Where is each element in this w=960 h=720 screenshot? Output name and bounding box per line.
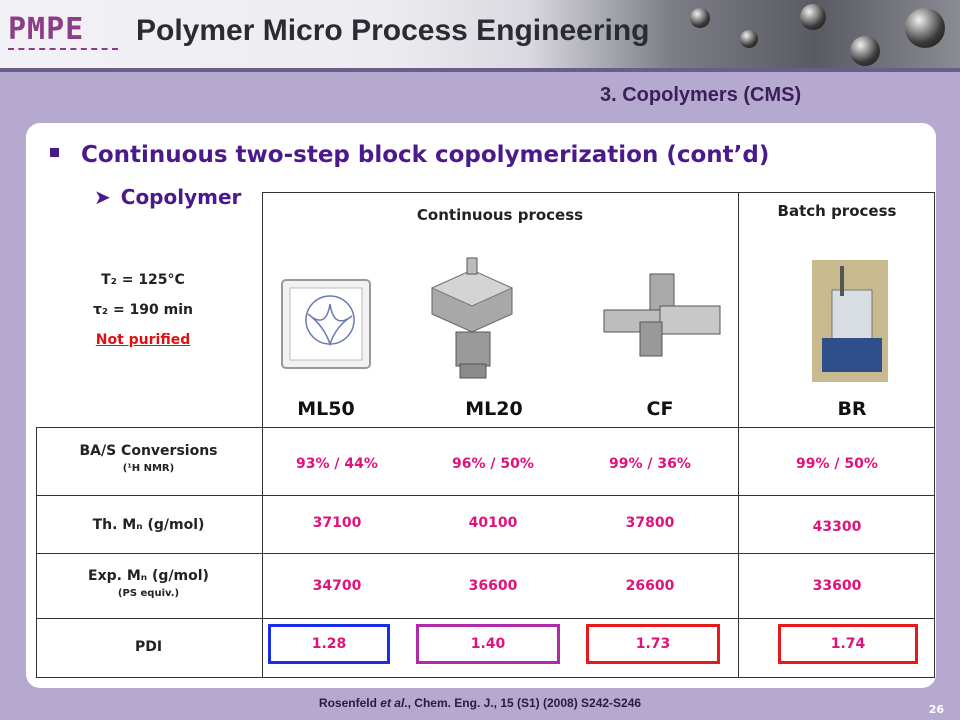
continuous-process-header: Continuous process xyxy=(416,206,584,224)
reactor-label-cf: CF xyxy=(646,398,674,420)
table-line xyxy=(738,192,739,677)
logo-underline xyxy=(8,40,118,50)
section-title: 3. Copolymers (CMS) xyxy=(600,84,802,106)
table-line xyxy=(36,553,935,554)
cf-reactor-image xyxy=(603,273,721,357)
square-bullet-icon xyxy=(50,148,59,157)
pmpe-logo: PMPE xyxy=(8,12,85,47)
row-label-exp-mn: Exp. Mₙ (g/mol) (PS equiv.) xyxy=(88,568,209,599)
pdi-box-ml50: 1.28 xyxy=(268,624,390,664)
table-line xyxy=(36,495,935,496)
value-cell: 96% / 50% xyxy=(452,456,534,472)
table-line xyxy=(36,427,37,677)
slide-subheading: ➤ Copolymer xyxy=(94,185,242,209)
br-reactor-image xyxy=(812,260,888,382)
header-banner: PMPE Polymer Micro Process Engineering xyxy=(0,0,960,68)
droplet-decoration-image xyxy=(650,0,960,68)
pdi-box-cf: 1.73 xyxy=(586,624,720,664)
arrow-bullet-icon: ➤ xyxy=(94,185,111,209)
value-cell: 99% / 50% xyxy=(796,456,878,472)
pdi-box-br: 1.74 xyxy=(778,624,918,664)
value-cell: 99% / 36% xyxy=(609,456,691,472)
table-line xyxy=(36,427,935,428)
value-cell: 26600 xyxy=(625,578,675,594)
slide-heading: Continuous two-step block copolymerizati… xyxy=(50,142,769,168)
row-label-conversions: BA/S Conversions (¹H NMR) xyxy=(79,443,218,474)
ml50-reactor-image xyxy=(281,279,371,369)
table-line xyxy=(36,618,935,619)
page-number: 26 xyxy=(928,703,944,716)
table-line xyxy=(263,192,935,193)
table-line xyxy=(934,192,935,677)
banner-title: Polymer Micro Process Engineering xyxy=(136,14,650,47)
banner-rule xyxy=(0,68,960,72)
not-purified-label: Not purified xyxy=(95,332,191,348)
reactor-label-ml20: ML20 xyxy=(465,398,523,420)
value-cell: 36600 xyxy=(468,578,518,594)
batch-process-header: Batch process xyxy=(777,202,897,220)
value-cell: 43300 xyxy=(812,519,862,535)
value-cell: 37800 xyxy=(625,515,675,531)
value-cell: 40100 xyxy=(468,515,518,531)
ml20-reactor-image xyxy=(430,257,514,379)
residence-time-label: τ₂ = 190 min xyxy=(93,302,193,318)
content-panel xyxy=(26,123,936,688)
table-line xyxy=(36,677,935,678)
reactor-label-br: BR xyxy=(837,398,867,420)
pdi-box-ml20: 1.40 xyxy=(416,624,560,664)
reactor-label-ml50: ML50 xyxy=(297,398,355,420)
temperature-label: T₂ = 125°C xyxy=(101,272,185,288)
row-label-th-mn: Th. Mₙ (g/mol) xyxy=(92,517,205,533)
value-cell: 37100 xyxy=(312,515,362,531)
citation: Rosenfeld et al., Chem. Eng. J., 15 (S1)… xyxy=(318,696,642,710)
row-label-pdi: PDI xyxy=(134,639,163,655)
value-cell: 93% / 44% xyxy=(296,456,378,472)
value-cell: 33600 xyxy=(812,578,862,594)
table-line xyxy=(262,192,263,677)
value-cell: 34700 xyxy=(312,578,362,594)
